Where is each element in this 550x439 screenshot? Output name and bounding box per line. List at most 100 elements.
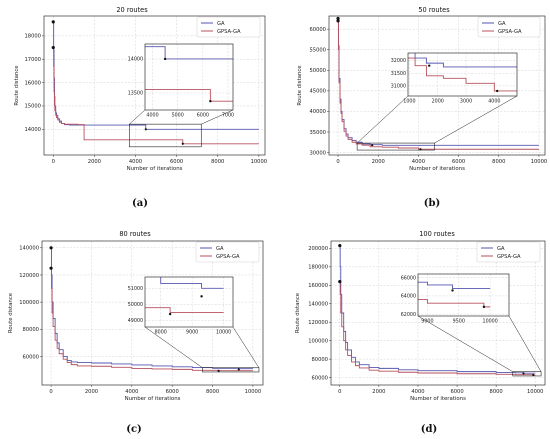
- y-tick-label: 60000: [309, 27, 326, 33]
- legend-entry: GPSA-GA: [497, 254, 521, 260]
- chart-panel-2: 0 2000 4000 6000 8000 10000 60000 80000 100000 12…: [8, 230, 264, 435]
- start-point-marker: [338, 280, 342, 284]
- zoom-connector: [434, 95, 518, 144]
- inset-x-tick-label: 7000: [222, 113, 234, 119]
- zoom-region-box: [512, 371, 542, 377]
- inset-y-tick-label: 31000: [391, 83, 406, 89]
- inset-best-point-marker: [495, 89, 499, 93]
- x-tick-label: 2000: [372, 389, 385, 395]
- panel-caption: (c): [126, 424, 142, 435]
- x-tick-label: 4000: [129, 159, 142, 165]
- x-tick-label: 10000: [245, 389, 262, 395]
- y-tick-label: 100000: [19, 300, 39, 306]
- inset-x-tick-label: 3000: [460, 99, 472, 105]
- y-axis-label: Route distance: [14, 65, 20, 106]
- inset-frame: [144, 276, 234, 328]
- inset-x-tick-label: 10000: [216, 330, 231, 336]
- y-tick-label: 200000: [308, 246, 328, 252]
- inset-series-line-ga: [414, 53, 517, 68]
- start-point-marker: [336, 19, 340, 23]
- x-axis-label: Number of iterations: [409, 166, 465, 172]
- inset-best-point-marker: [168, 312, 172, 316]
- inset-x-tick-label: 2000: [432, 99, 444, 105]
- inset-y-tick-label: 32000: [391, 58, 406, 64]
- y-tick-label: 18000: [24, 34, 41, 40]
- y-axis-label: Route distance: [297, 65, 303, 106]
- y-tick-label: 30000: [309, 150, 326, 156]
- inset-frame: [407, 52, 518, 97]
- chart-title: 100 routes: [419, 230, 455, 238]
- zoom-region-box: [129, 123, 202, 148]
- x-tick-label: 4000: [125, 389, 138, 395]
- chart-title: 80 routes: [119, 230, 151, 238]
- legend-entry: GA: [216, 246, 224, 252]
- start-point-marker: [51, 45, 55, 50]
- inset-y-tick-label: 14000: [128, 57, 143, 63]
- inset-x-tick-label: 4000: [488, 99, 500, 105]
- x-tick-label: 6000: [450, 389, 463, 395]
- inset-y-tick-label: 49000: [128, 318, 143, 324]
- legend-entry: GA: [498, 21, 506, 27]
- zoom-connector: [356, 95, 409, 144]
- x-tick-label: 6000: [170, 159, 183, 165]
- y-tick-label: 50000: [309, 68, 326, 74]
- y-axis-label: Route distance: [295, 292, 301, 333]
- inset-best-point-marker: [163, 57, 167, 61]
- x-tick-label: 4000: [411, 389, 424, 395]
- inset-background: [145, 277, 233, 327]
- y-tick-label: 55000: [309, 48, 326, 54]
- inset-x-tick-label: 9000: [186, 330, 198, 336]
- x-axis-label: Number of iterations: [125, 396, 181, 402]
- chart-title: 20 routes: [116, 6, 148, 14]
- inset-frame: [144, 43, 234, 111]
- zoom-region-box: [202, 367, 260, 373]
- legend-entry: GPSA-GA: [498, 29, 522, 35]
- panel-caption: (b): [424, 198, 440, 209]
- zoom-connector: [232, 326, 260, 368]
- plot-frame: [43, 15, 266, 156]
- best-point-marker: [181, 142, 184, 145]
- x-tick-label: 2000: [85, 389, 98, 395]
- zoom-region-box: [356, 142, 435, 151]
- start-point-marker: [51, 20, 55, 24]
- inset-series-line-gpsa-ga: [408, 57, 517, 92]
- inset-x-tick-label: 9500: [453, 319, 465, 325]
- y-tick-label: 80000: [311, 357, 328, 363]
- y-tick-label: 35000: [309, 130, 326, 136]
- x-tick-label: 0: [49, 389, 52, 395]
- start-point-marker: [49, 246, 53, 250]
- inset-frame: [417, 273, 510, 317]
- legend-box: [195, 241, 260, 263]
- inset-best-point-marker: [482, 305, 486, 309]
- x-tick-label: 10000: [531, 159, 548, 165]
- inset-background: [145, 44, 233, 110]
- inset-y-tick-label: 50000: [128, 302, 143, 308]
- chart-panel-1: 0 2000 4000 6000 8000 10000 30000 35000 40000 450…: [297, 6, 548, 209]
- inset-best-point-marker: [209, 99, 212, 103]
- series-line-gpsa-ga: [339, 281, 536, 376]
- y-tick-label: 140000: [19, 246, 39, 252]
- start-point-marker: [336, 16, 340, 21]
- inset-y-tick-label: 31500: [391, 71, 406, 77]
- inset-x-tick-label: 10000: [483, 319, 498, 325]
- legend-entry: GPSA-GA: [216, 254, 240, 260]
- legend-entry: GA: [497, 246, 505, 252]
- best-point-marker: [237, 368, 240, 371]
- y-tick-label: 60000: [22, 354, 39, 360]
- zoom-connector: [417, 315, 513, 372]
- legend-box: [196, 16, 261, 38]
- inset-x-tick-label: 6000: [197, 113, 209, 119]
- inset-x-tick-label: 5000: [172, 113, 184, 119]
- x-tick-label: 0: [336, 159, 339, 165]
- panel-caption: (a): [132, 198, 148, 209]
- chart-title: 50 routes: [418, 6, 450, 14]
- inset-y-tick-label: 66000: [401, 275, 416, 281]
- zoom-connector: [129, 109, 146, 125]
- y-tick-label: 100000: [308, 338, 328, 344]
- start-point-marker: [49, 266, 53, 270]
- x-tick-label: 10000: [251, 159, 268, 165]
- x-tick-label: 0: [52, 159, 55, 165]
- y-tick-label: 60000: [311, 375, 328, 381]
